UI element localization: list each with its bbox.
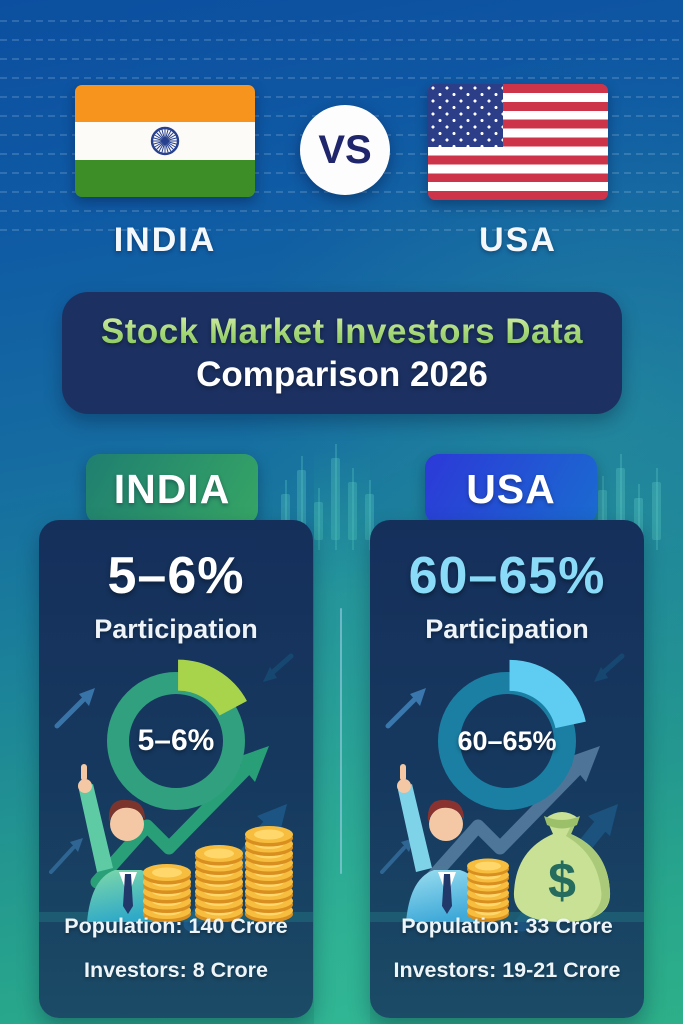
india-flag-green-band: [75, 159, 255, 197]
candlestick-bar: [314, 488, 323, 550]
india-header-label: INDIA: [113, 221, 217, 259]
india-donut-label: 5–6%: [137, 724, 215, 757]
candlestick-bar: [598, 476, 607, 550]
usa-flag-canton: [428, 84, 503, 147]
background-teal-band: [314, 450, 370, 1024]
small-arrow-up-right-icon: [49, 838, 83, 874]
title-box: Stock Market Investors Data Comparison 2…: [62, 292, 622, 414]
dashed-line: [0, 58, 683, 60]
usa-card: 60–65% Participation 60–65%: [370, 520, 644, 1018]
usa-header-label: USA: [479, 221, 557, 259]
india-population-stat: Population: 140 Crore: [64, 914, 288, 938]
india-flag: [75, 85, 255, 197]
page-title-line2: Comparison 2026: [196, 354, 488, 394]
usa-participation-value: 60–65%: [408, 547, 606, 605]
vs-label: VS: [318, 127, 372, 172]
usa-participation-label: Participation: [425, 614, 589, 644]
small-arrow-down-left-icon: [594, 653, 625, 682]
india-donut-chart: [107, 659, 247, 810]
small-arrow-down-left-icon: [263, 653, 294, 682]
usa-donut-label: 60–65%: [457, 725, 557, 756]
usa-donut-chart: [438, 659, 586, 810]
india-participation-value: 5–6%: [107, 547, 245, 605]
dollar-sign: $: [548, 853, 576, 909]
dashed-line: [0, 96, 683, 98]
candlestick-bar: [652, 468, 661, 550]
dashed-line: [0, 20, 683, 22]
candlestick-bar: [634, 484, 643, 550]
candlestick-bar: [297, 456, 306, 550]
usa-illustration: $: [370, 764, 644, 922]
india-flag-saffron-band: [75, 85, 255, 123]
dashed-line: [0, 39, 683, 41]
candlestick-bar: [348, 468, 357, 550]
india-illustration: [39, 764, 313, 922]
vs-badge: VS: [300, 105, 390, 195]
ashoka-chakra-icon: [150, 126, 180, 156]
dashed-line: [0, 77, 683, 79]
candlestick-bar: [331, 444, 340, 550]
coin-stack: [467, 858, 509, 922]
india-participation-label: Participation: [94, 614, 258, 644]
usa-flag: [428, 84, 608, 200]
india-investors-stat: Investors: 8 Crore: [83, 958, 268, 982]
usa-investors-stat: Investors: 19-21 Crore: [393, 958, 621, 982]
usa-population-stat: Population: 33 Crore: [401, 914, 613, 938]
small-arrow-up-right-icon: [385, 688, 426, 729]
candlestick-bar: [616, 454, 625, 550]
dashed-line: [0, 210, 683, 212]
india-card: 5–6% Participation 5–6%: [39, 520, 313, 1018]
candlestick-bar: [281, 480, 290, 550]
usa-card-tab: USA: [425, 454, 597, 524]
small-arrow-up-right-icon: [54, 688, 95, 729]
candlestick-bar: [365, 480, 374, 550]
card-divider-line: [340, 608, 342, 874]
dashed-line: [0, 229, 683, 231]
money-bag-icon: $: [513, 812, 611, 922]
page-title-line1: Stock Market Investors Data: [100, 311, 584, 351]
coin-stacks: [143, 826, 293, 922]
india-card-tab: INDIA: [86, 454, 258, 524]
